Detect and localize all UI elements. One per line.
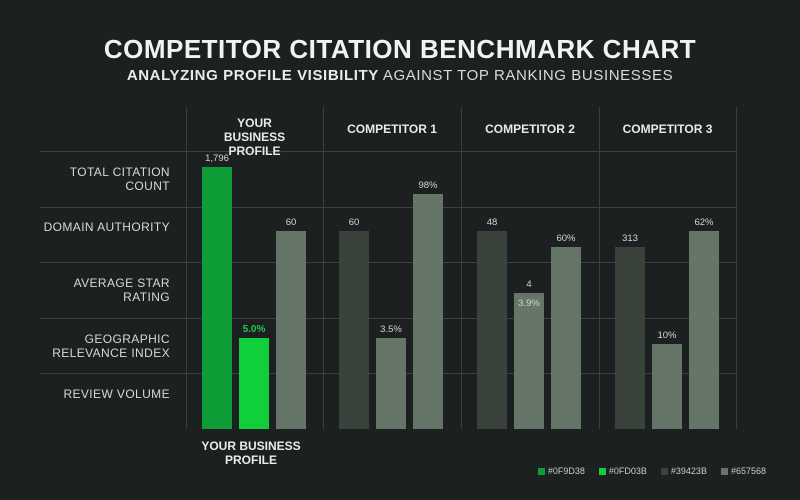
row-label: REVIEW VOLUME: [63, 387, 170, 401]
data-label: 60: [285, 217, 297, 229]
grid-line-vertical: [186, 107, 187, 429]
legend-item: #0F9D38: [537, 466, 585, 476]
data-label: 5.0%: [242, 324, 266, 336]
legend-swatch: [660, 467, 668, 475]
grid-line-horizontal: [40, 207, 736, 208]
bar: [276, 231, 306, 429]
data-label: 98%: [418, 180, 438, 192]
grid-line-horizontal: [40, 151, 736, 152]
bar: [202, 167, 232, 429]
legend-label: #0F9D38: [547, 466, 585, 476]
legend-swatch: [537, 467, 545, 475]
legend-item: #39423B: [660, 466, 707, 476]
bar: [689, 231, 719, 429]
chart-subtitle: ANALYZING PROFILE VISIBILITY AGAINST TOP…: [0, 67, 800, 84]
chart-title: COMPETITOR CITATION BENCHMARK CHART: [103, 34, 697, 64]
legend-swatch: [720, 467, 728, 475]
bar: [514, 292, 544, 429]
column-header: COMPETITOR 1: [347, 122, 437, 136]
row-label: TOTAL CITATION COUNT: [69, 165, 170, 193]
subtitle-rest: AGAINST TOP RANKING BUSINESSES: [378, 67, 674, 84]
data-label: 313: [622, 233, 638, 245]
data-label: 4: [526, 278, 532, 290]
legend-label: #39423B: [670, 466, 707, 476]
legend-item: #657568: [720, 466, 766, 476]
bar: [339, 231, 369, 429]
data-label: 62%: [694, 217, 714, 229]
grid-line-vertical: [461, 107, 462, 429]
data-label: 60%: [556, 233, 576, 245]
subtitle-bold: ANALYZING PROFILE VISIBILITY: [126, 67, 379, 84]
bottom-column-label: YOUR BUSINESS PROFILE: [201, 439, 301, 467]
column-header: COMPETITOR 2: [485, 122, 575, 136]
data-label: 3.9%: [518, 297, 540, 309]
legend-label: #0FD03B: [608, 466, 647, 476]
bar: [551, 247, 581, 429]
grid-line-vertical: [736, 107, 737, 429]
bar: [652, 343, 682, 429]
bar: [413, 194, 443, 429]
row-label: AVERAGE STAR RATING: [73, 276, 170, 304]
bar: [239, 338, 269, 429]
legend-swatch: [598, 467, 606, 475]
data-label: 3.5%: [380, 324, 402, 336]
grid-line-vertical: [599, 107, 600, 429]
column-header: COMPETITOR 3: [622, 122, 713, 136]
bar: [477, 231, 507, 429]
bar: [615, 247, 645, 429]
data-label: 10%: [657, 329, 677, 341]
legend: #0F9D38 #0FD03B #39423B #657568: [537, 466, 766, 476]
data-label: 60: [348, 217, 360, 229]
bar: [376, 338, 406, 429]
row-label: GEOGRAPHIC RELEVANCE INDEX: [52, 332, 170, 360]
column-header: YOUR BUSINESS PROFILE: [223, 116, 286, 158]
grid-line-horizontal: [40, 262, 736, 263]
grid-line-vertical: [323, 107, 324, 429]
legend-item: #0FD03B: [598, 466, 647, 476]
row-label: DOMAIN AUTHORITY: [43, 220, 170, 234]
grid-line-horizontal: [40, 318, 736, 319]
data-label: 48: [486, 217, 498, 229]
data-label: 1,796: [205, 153, 229, 165]
legend-label: #657568: [730, 466, 766, 476]
